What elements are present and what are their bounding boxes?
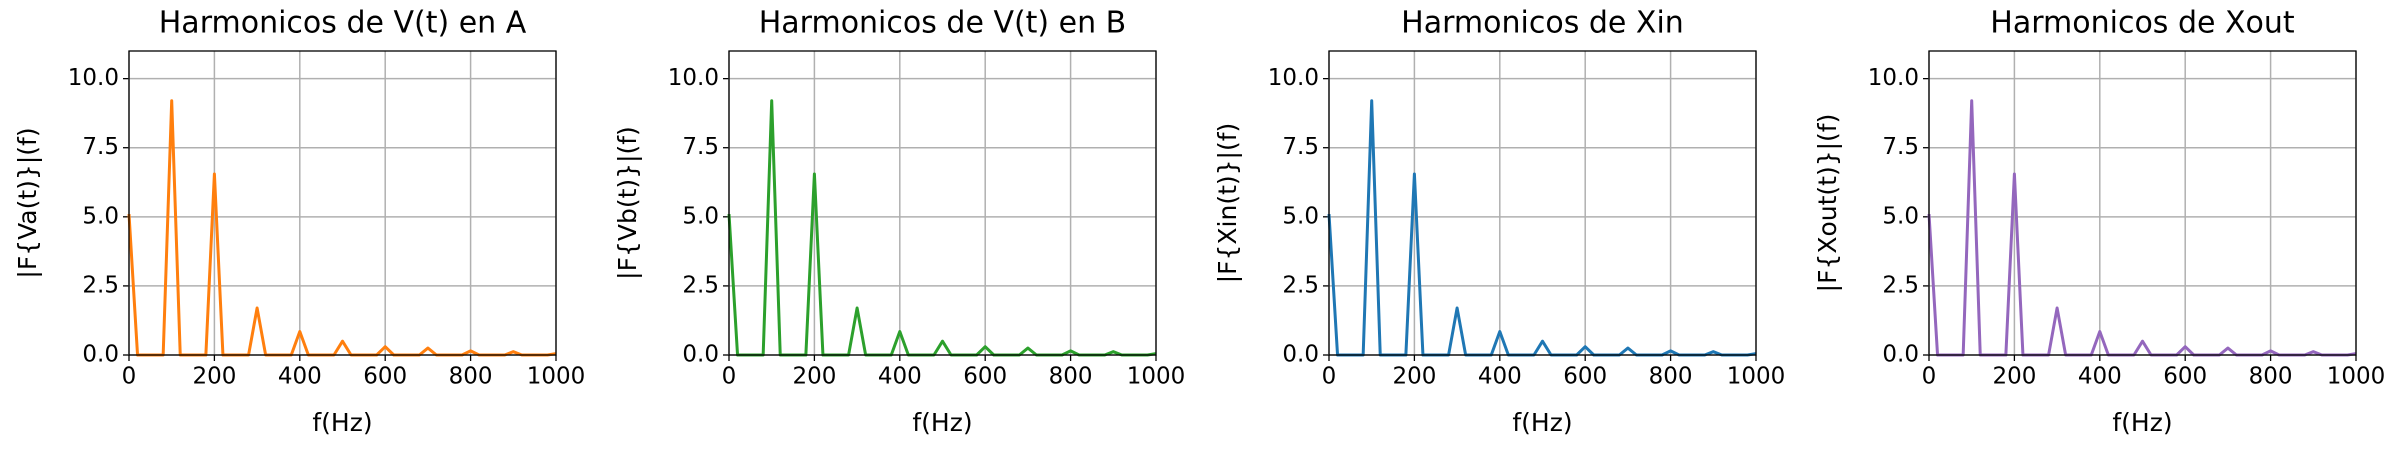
x-tick-label: 800 [1649, 364, 1693, 390]
x-tick-label: 200 [1992, 364, 2036, 390]
y-tick-label: 10.0 [1268, 65, 1319, 91]
x-tick-label: 600 [363, 364, 407, 390]
x-tick-label: 0 [1922, 364, 1937, 390]
x-tick-label: 0 [1322, 364, 1337, 390]
x-tick-label: 600 [2163, 364, 2207, 390]
x-tick-label: 800 [449, 364, 493, 390]
x-tick-label: 1000 [2327, 364, 2386, 390]
x-tick-label: 400 [2078, 364, 2122, 390]
y-tick-label: 7.5 [82, 134, 119, 160]
y-tick-label: 0.0 [82, 342, 119, 368]
chart-title: Harmonicos de Xout [1990, 6, 2295, 41]
data-line [1327, 99, 1757, 357]
data-line [727, 99, 1157, 357]
x-tick-label: 200 [192, 364, 236, 390]
x-tick-label: 200 [792, 364, 836, 390]
axes-frame [1328, 50, 1757, 356]
y-tick-label: 5.0 [1882, 203, 1919, 229]
y-tick-label: 7.5 [682, 134, 719, 160]
y-tick-label: 10.0 [68, 65, 119, 91]
y-tick-label: 5.0 [682, 203, 719, 229]
chart-title: Harmonicos de Xin [1401, 6, 1684, 41]
y-tick-label: 5.0 [82, 203, 119, 229]
x-axis-label: f(Hz) [2112, 408, 2172, 437]
chart-title: Harmonicos de V(t) en A [159, 6, 527, 41]
x-tick-label: 600 [1563, 364, 1607, 390]
y-axis-label: |F{Vb(t)}|(f) [613, 126, 642, 280]
y-tick-label: 2.5 [1882, 272, 1919, 298]
y-tick-label: 7.5 [1282, 134, 1319, 160]
y-tick-label: 5.0 [1282, 203, 1319, 229]
x-tick-label: 400 [1478, 364, 1522, 390]
y-tick-label: 0.0 [1282, 342, 1319, 368]
y-tick-label: 0.0 [682, 342, 719, 368]
y-tick-label: 2.5 [1282, 272, 1319, 298]
axes-frame [1928, 50, 2357, 356]
y-tick-label: 2.5 [682, 272, 719, 298]
y-tick-label: 2.5 [82, 272, 119, 298]
x-tick-label: 0 [722, 364, 737, 390]
y-tick-label: 0.0 [1882, 342, 1919, 368]
y-tick-label: 7.5 [1882, 134, 1919, 160]
y-axis-label: |F{Xin(t)}|(f) [1213, 123, 1242, 284]
chart-title: Harmonicos de V(t) en B [759, 6, 1127, 41]
x-tick-label: 1000 [527, 364, 586, 390]
y-tick-label: 10.0 [668, 65, 719, 91]
x-tick-label: 0 [122, 364, 137, 390]
axes-frame [128, 50, 557, 356]
axes-frame [728, 50, 1157, 356]
data-line [127, 99, 557, 357]
y-axis-label: |F{Xout(t)}|(f) [1813, 114, 1842, 293]
x-tick-label: 200 [1392, 364, 1436, 390]
x-tick-label: 1000 [1727, 364, 1786, 390]
x-tick-label: 1000 [1127, 364, 1186, 390]
x-axis-label: f(Hz) [912, 408, 972, 437]
x-tick-label: 800 [1049, 364, 1093, 390]
data-line [1927, 99, 2357, 357]
x-axis-label: f(Hz) [1512, 408, 1572, 437]
x-tick-label: 400 [878, 364, 922, 390]
x-axis-label: f(Hz) [312, 408, 372, 437]
x-tick-label: 800 [2249, 364, 2293, 390]
x-tick-label: 600 [963, 364, 1007, 390]
y-axis-label: |F{Va(t)}|(f) [13, 127, 42, 278]
x-tick-label: 400 [278, 364, 322, 390]
y-tick-label: 10.0 [1868, 65, 1919, 91]
